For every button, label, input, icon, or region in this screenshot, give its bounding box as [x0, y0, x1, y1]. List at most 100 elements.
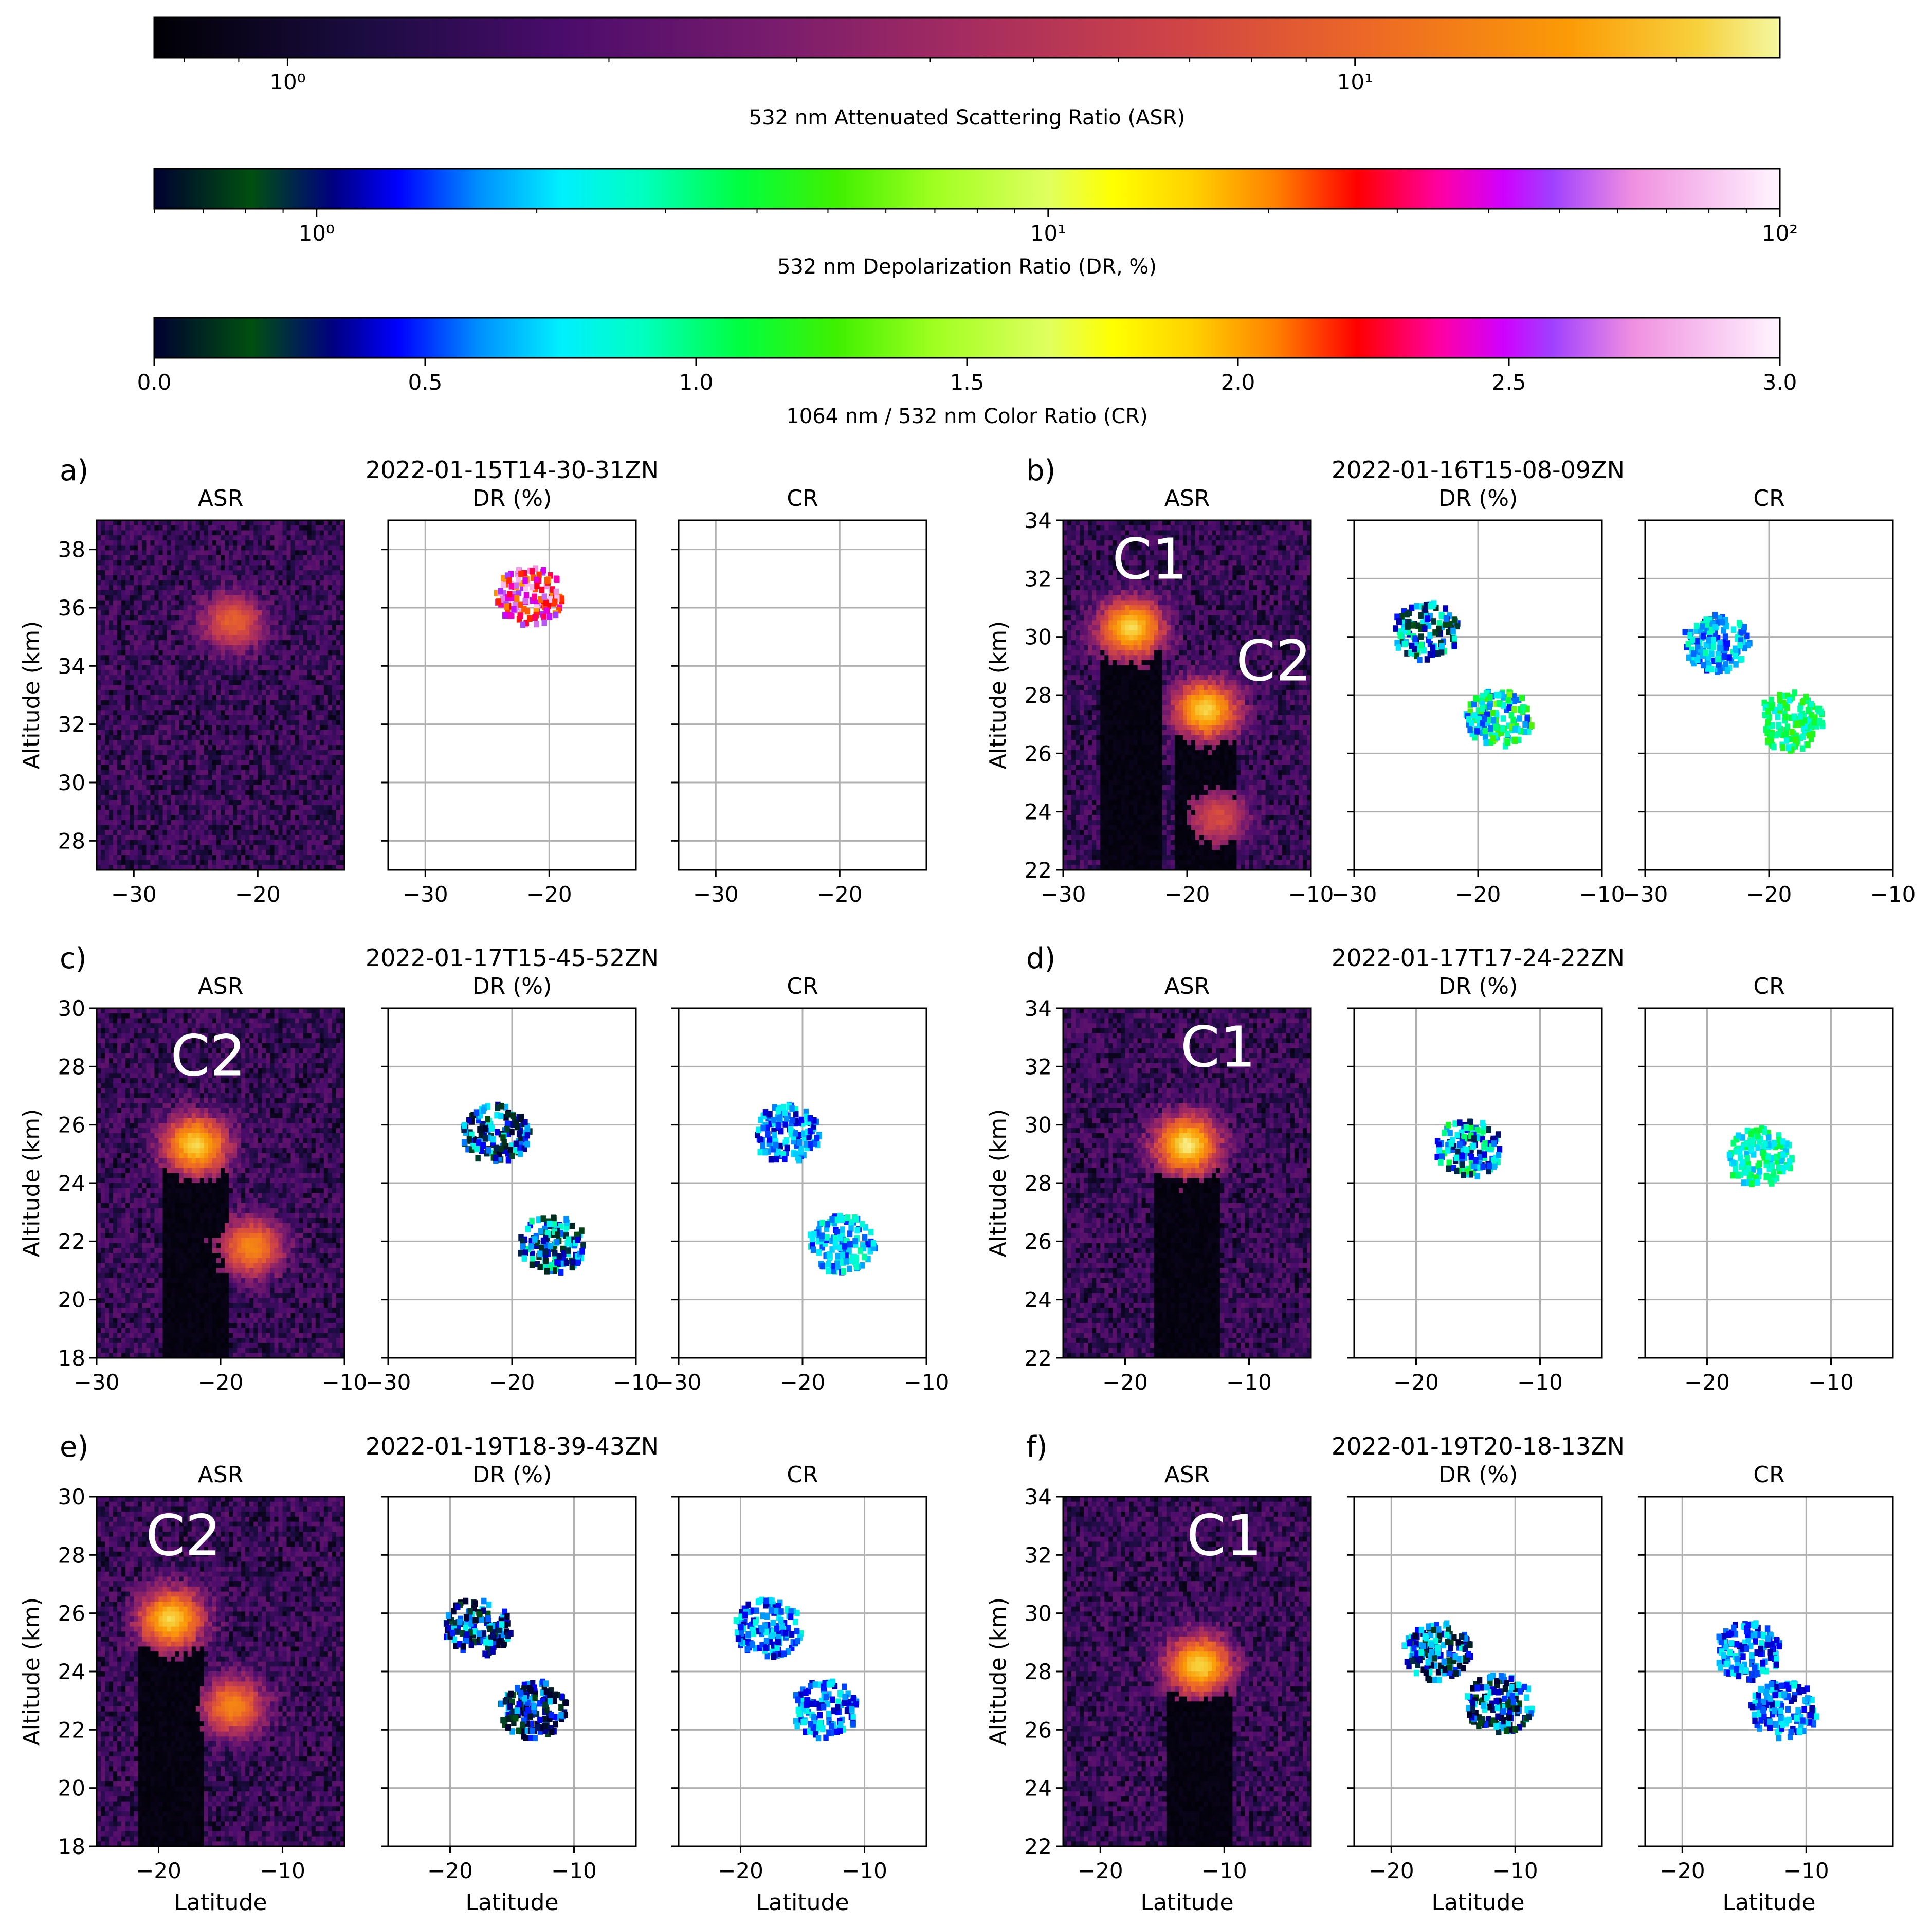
- dr-subplot: DR (%)−30 −20: [381, 485, 637, 907]
- asr-cell: [1080, 685, 1084, 690]
- asr-cell: [290, 820, 296, 826]
- asr-cell: [282, 650, 287, 656]
- asr-cell: [117, 725, 122, 731]
- asr-cell: [315, 720, 320, 725]
- asr-cell: [299, 555, 304, 561]
- asr-cell: [1084, 790, 1088, 795]
- asr-cell: [323, 815, 329, 821]
- asr-cell: [154, 750, 159, 756]
- asr-cell: [290, 565, 296, 571]
- asr-cell: [125, 805, 130, 811]
- asr-cell: [332, 735, 337, 741]
- asr-cell: [233, 860, 238, 865]
- asr-cell: [270, 570, 275, 576]
- asr-cell: [258, 680, 262, 686]
- asr-cell: [229, 525, 233, 531]
- asr-cell: [204, 830, 209, 835]
- asr-cell: [121, 630, 126, 636]
- asr-cell: [336, 800, 341, 806]
- asr-cell: [109, 750, 114, 756]
- asr-cell: [233, 815, 238, 821]
- asr-cell: [162, 730, 168, 736]
- asr-cell: [1080, 865, 1084, 870]
- asr-cell: [249, 765, 254, 771]
- asr-cell: [323, 710, 329, 716]
- asr-cell: [167, 845, 172, 850]
- asr-cell: [117, 545, 122, 551]
- asr-cell: [1076, 585, 1080, 591]
- asr-cell: [270, 580, 275, 586]
- asr-cell: [134, 585, 138, 591]
- asr-cell: [332, 670, 337, 676]
- asr-cell: [225, 745, 229, 751]
- asr-cell: [1067, 535, 1072, 541]
- asr-cell: [1088, 650, 1092, 656]
- asr-cell: [171, 775, 176, 780]
- asr-cell: [187, 840, 192, 846]
- asr-cell: [171, 720, 176, 725]
- asr-cell: [1071, 555, 1076, 561]
- asr-cell: [327, 740, 333, 746]
- asr-cell: [191, 695, 196, 701]
- asr-cell: [204, 605, 209, 611]
- asr-cell: [125, 580, 130, 586]
- asr-cell: [191, 650, 196, 656]
- asr-cell: [225, 620, 229, 626]
- asr-cell: [225, 610, 229, 616]
- asr-cell: [1063, 815, 1068, 821]
- asr-cell: [142, 645, 147, 651]
- asr-cell: [225, 825, 229, 830]
- asr-cell: [303, 615, 308, 621]
- asr-cell: [274, 730, 279, 736]
- asr-cell: [307, 855, 312, 861]
- asr-cell: [245, 640, 250, 646]
- asr-cell: [195, 830, 201, 835]
- asr-cell: [158, 805, 163, 811]
- asr-cell: [208, 570, 213, 576]
- asr-cell: [311, 655, 316, 661]
- asr-cell: [121, 525, 126, 531]
- asr-cell: [290, 615, 296, 621]
- asr-cell: [199, 600, 205, 606]
- asr-cell: [299, 630, 304, 636]
- asr-cell: [241, 595, 246, 601]
- asr-cell: [183, 660, 188, 666]
- asr-cell: [274, 735, 279, 741]
- dr-pixel: [518, 612, 523, 619]
- asr-cell: [204, 660, 209, 666]
- panel-label: a): [60, 454, 88, 487]
- asr-cell: [191, 625, 196, 631]
- asr-cell: [241, 780, 246, 786]
- asr-cell: [162, 705, 168, 711]
- asr-cell: [286, 670, 291, 676]
- asr-cell: [323, 680, 329, 686]
- asr-cell: [171, 550, 176, 556]
- asr-cell: [195, 645, 201, 651]
- asr-cell: [216, 685, 221, 690]
- asr-cell: [290, 660, 296, 666]
- asr-cell: [253, 680, 258, 686]
- asr-cell: [307, 825, 312, 830]
- asr-cell: [282, 800, 287, 806]
- asr-cell: [1080, 835, 1084, 841]
- asr-cell: [105, 815, 110, 821]
- asr-cell: [327, 655, 333, 661]
- asr-cell: [274, 525, 279, 531]
- asr-cell: [332, 855, 337, 861]
- asr-cell: [183, 855, 188, 861]
- asr-cell: [327, 790, 333, 795]
- asr-cell: [311, 600, 316, 606]
- asr-cell: [191, 710, 196, 716]
- asr-cell: [270, 830, 275, 835]
- y-axis-label: Altitude (km): [19, 621, 45, 770]
- asr-cell: [204, 655, 209, 661]
- asr-cell: [138, 805, 142, 811]
- asr-cell: [270, 735, 275, 741]
- asr-cell: [191, 535, 196, 541]
- asr-cell: [249, 635, 254, 641]
- asr-cell: [130, 690, 134, 696]
- asr-cell: [195, 855, 201, 861]
- asr-cell: [154, 530, 159, 536]
- asr-cell: [323, 650, 329, 656]
- asr-cell: [336, 765, 341, 771]
